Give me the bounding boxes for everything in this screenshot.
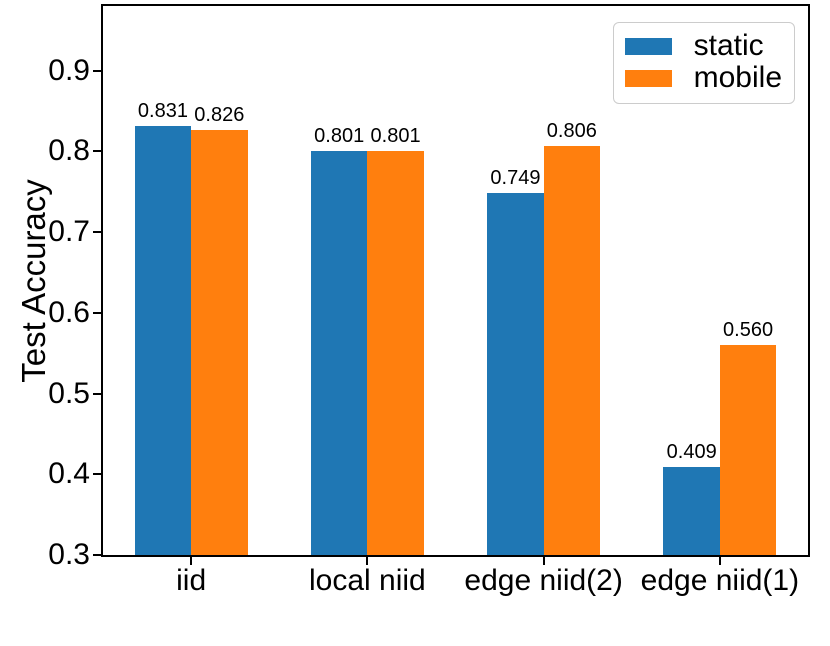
y-tick-mark bbox=[93, 392, 101, 395]
bar-value-label: 0.749 bbox=[490, 166, 541, 189]
bar-value-label: 0.409 bbox=[666, 441, 717, 463]
plot-area: Test Accuracy 0.831 0.826 0.801 0.801 0.749 0… bbox=[15, 4, 810, 597]
legend-label-mobile: mobile bbox=[693, 61, 782, 94]
y-tick-mark bbox=[93, 69, 101, 72]
y-tick-mark bbox=[93, 231, 101, 234]
bar-value-label: 0.560 bbox=[723, 319, 774, 342]
legend: static mobile bbox=[612, 22, 795, 104]
legend-swatch-mobile bbox=[624, 69, 672, 87]
bar-mobile-2 bbox=[543, 146, 601, 555]
y-tick-mark bbox=[93, 554, 101, 556]
y-tick-label: 0.5 bbox=[48, 376, 90, 410]
legend-row-mobile: mobile bbox=[624, 61, 782, 94]
y-tick-mark bbox=[93, 473, 101, 476]
y-tick-label: 0.3 bbox=[48, 538, 90, 571]
y-tick-mark bbox=[93, 150, 101, 153]
legend-row-static: static bbox=[624, 29, 782, 62]
bar-static-2 bbox=[487, 192, 544, 555]
legend-label-static: static bbox=[693, 29, 764, 62]
bar-mobile-0 bbox=[191, 130, 248, 555]
y-tick-label: 0.7 bbox=[48, 215, 90, 249]
bar-mobile-1 bbox=[367, 150, 424, 555]
bar-value-label: 0.801 bbox=[314, 124, 365, 147]
x-tick-mark bbox=[190, 557, 193, 565]
x-tick-label-iid: iid bbox=[176, 564, 207, 597]
legend-swatch-static bbox=[624, 37, 672, 55]
bar-mobile-3 bbox=[719, 345, 777, 555]
bar-value-label: 0.831 bbox=[137, 100, 188, 123]
y-axis-label: Test Accuracy bbox=[15, 178, 52, 383]
bar-value-label: 0.806 bbox=[546, 120, 597, 143]
x-tick-mark bbox=[366, 557, 369, 565]
y-tick-mark bbox=[93, 311, 101, 314]
x-tick-mark bbox=[542, 557, 545, 565]
y-tick-label: 0.8 bbox=[48, 134, 90, 168]
bar-value-label: 0.826 bbox=[194, 104, 245, 127]
y-tick-label: 0.9 bbox=[48, 53, 90, 87]
y-tick-label: 0.6 bbox=[48, 295, 90, 329]
x-tick-mark bbox=[718, 557, 721, 565]
y-tick-label: 0.4 bbox=[48, 457, 90, 491]
bar-static-3 bbox=[663, 467, 720, 555]
bar-static-1 bbox=[310, 150, 368, 555]
x-tick-label-edge-niid-1-: edge niid(1) bbox=[640, 564, 800, 597]
bar-value-label: 0.801 bbox=[370, 124, 421, 147]
x-tick-label-local-niid: local niid bbox=[309, 564, 426, 597]
x-tick-label-edge-niid-2-: edge niid(2) bbox=[464, 564, 623, 597]
bar-static-0 bbox=[134, 126, 192, 555]
